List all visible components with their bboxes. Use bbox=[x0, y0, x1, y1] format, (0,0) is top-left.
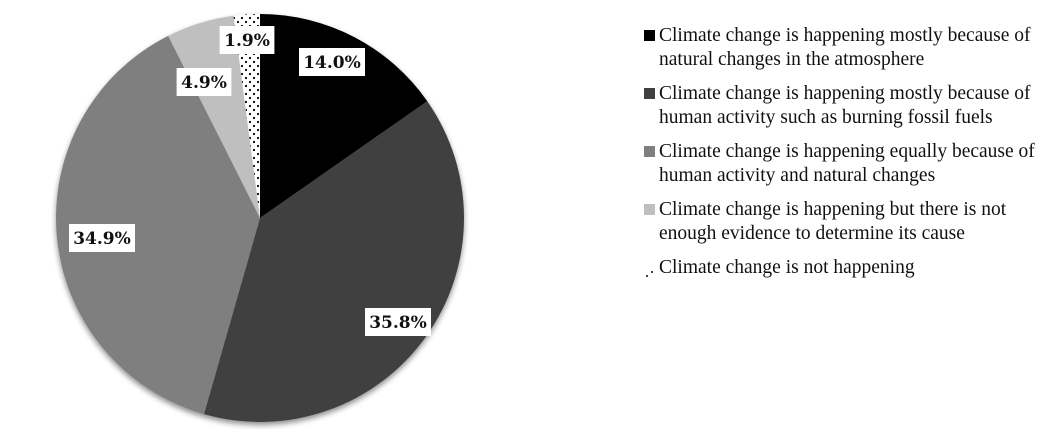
data-label: 14.0% bbox=[303, 53, 361, 73]
legend-item-equally: Climate change is happening equally beca… bbox=[644, 140, 1044, 187]
legend-swatch-dotted-icon bbox=[644, 262, 655, 277]
data-label-box bbox=[69, 224, 135, 252]
legend-label: Climate change is happening mostly becau… bbox=[659, 83, 1031, 128]
legend-item-natural: Climate change is happening mostly becau… bbox=[644, 24, 1044, 71]
pie-slice bbox=[168, 15, 260, 218]
legend-swatch-lightgray-icon bbox=[644, 204, 655, 215]
data-label-box bbox=[299, 48, 365, 76]
data-label-box bbox=[365, 308, 431, 336]
data-label: 4.9% bbox=[181, 73, 227, 93]
pie-slice bbox=[203, 101, 464, 423]
legend-label: Climate change is not happening bbox=[659, 257, 915, 278]
legend-label: Climate change is happening equally beca… bbox=[659, 141, 1035, 186]
data-label: 35.8% bbox=[369, 313, 427, 333]
data-label-box bbox=[176, 68, 232, 96]
data-label: 34.9% bbox=[73, 229, 131, 249]
pie-slice bbox=[56, 35, 261, 415]
legend: Climate change is happening mostly becau… bbox=[644, 24, 1044, 291]
pie-slices bbox=[56, 14, 464, 423]
legend-swatch-darkgray-icon bbox=[644, 88, 655, 99]
legend-item-human: Climate change is happening mostly becau… bbox=[644, 82, 1044, 129]
data-labels: 14.0% 35.8% 34.9% 4.9% 1.9% bbox=[69, 26, 431, 336]
legend-label: Climate change is happening but there is… bbox=[659, 199, 1007, 244]
legend-swatch-black-icon bbox=[644, 30, 655, 41]
data-label-box bbox=[219, 26, 275, 54]
pie-slice bbox=[233, 14, 260, 218]
legend-item-not-enough-evidence: Climate change is happening but there is… bbox=[644, 198, 1044, 245]
legend-swatch-gray-icon bbox=[644, 146, 655, 157]
legend-label: Climate change is happening mostly becau… bbox=[659, 25, 1031, 70]
data-label: 1.9% bbox=[224, 31, 270, 51]
legend-item-not-happening: Climate change is not happening bbox=[644, 256, 1044, 280]
